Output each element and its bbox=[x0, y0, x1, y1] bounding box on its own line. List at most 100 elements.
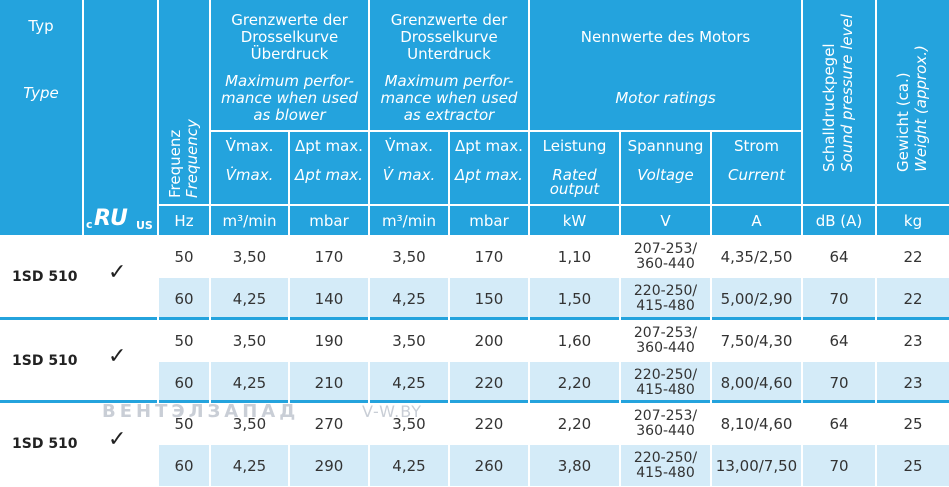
blower-en-2: mance when used bbox=[221, 89, 358, 107]
table-cell: 70 bbox=[829, 373, 849, 392]
weight-en: Weight (approx.) bbox=[912, 45, 930, 172]
header-frequency: Frequenz Frequency bbox=[159, 0, 209, 204]
table-cell: 70 bbox=[829, 456, 849, 475]
table-cell: 50 bbox=[174, 247, 194, 266]
sound-de: Schalldruckpegel bbox=[820, 43, 838, 172]
row-band bbox=[159, 236, 949, 277]
dpt2-it-label: Δpt max. bbox=[455, 166, 523, 184]
weight-de: Gewicht (ca.) bbox=[894, 72, 912, 172]
voltage-cell: 207-253/360-440 bbox=[621, 320, 710, 361]
check-icon: ✓ bbox=[108, 427, 127, 452]
blower-de-1: Grenzwerte der bbox=[231, 11, 348, 29]
header-weight: Gewicht (ca.) Weight (approx.) bbox=[877, 0, 949, 204]
table-cell: 4,25 bbox=[392, 456, 426, 475]
blower-de-3: Überdruck bbox=[250, 45, 329, 63]
table-cell: 3,50 bbox=[392, 331, 426, 350]
table-cell: 7,50/4,30 bbox=[720, 331, 793, 350]
sub-dpt-extractor: Δpt max. Δpt max. bbox=[450, 132, 528, 204]
table-cell: 4,25 bbox=[232, 456, 267, 475]
column-divider bbox=[209, 236, 211, 487]
table-cell: 270 bbox=[314, 414, 344, 433]
voltage-line-1: 220-250/ bbox=[633, 282, 698, 299]
unit-cell: Hz bbox=[159, 206, 209, 235]
row-type-label: 1SD 510 bbox=[12, 353, 78, 369]
row-type-label: 1SD 510 bbox=[12, 269, 78, 285]
table-cell: 1,60 bbox=[557, 331, 592, 350]
sub-dpt-blower: Δpt max. Δpt max. bbox=[290, 132, 368, 204]
row-band bbox=[159, 362, 949, 403]
row-band bbox=[159, 445, 949, 486]
vmax2-it-label: V̇ max. bbox=[382, 166, 436, 184]
unit-cell: kg bbox=[877, 206, 949, 235]
table-cell: 220 bbox=[474, 414, 504, 433]
table-cell: 3,50 bbox=[232, 247, 267, 266]
voltage-label: Voltage bbox=[637, 166, 694, 184]
sub-leistung: Leistung Rated output bbox=[530, 132, 619, 204]
unit-cell: A bbox=[712, 206, 801, 235]
motor-de: Nennwerte des Motors bbox=[580, 28, 751, 46]
extractor-en-2: mance when used bbox=[380, 89, 518, 107]
watermark-site: V-W.BY bbox=[362, 402, 423, 421]
table-cell: 60 bbox=[174, 373, 194, 392]
table-cell: 170 bbox=[474, 247, 504, 266]
voltage-line-1: 220-250/ bbox=[633, 366, 698, 383]
table-cell: 1,10 bbox=[557, 247, 592, 266]
unit-cell: m³/min bbox=[370, 206, 448, 235]
current-label: Current bbox=[728, 166, 785, 184]
check-icon: ✓ bbox=[108, 344, 127, 369]
extractor-de-2: Drosselkurve bbox=[400, 28, 498, 46]
voltage-line-1: 207-253/ bbox=[633, 407, 698, 424]
extractor-en-1: Maximum perfor- bbox=[384, 72, 514, 90]
voltage-line-1: 220-250/ bbox=[633, 449, 698, 466]
table-cell: 190 bbox=[314, 331, 344, 350]
extractor-en-3: as extractor bbox=[403, 106, 495, 124]
table-cell: 25 bbox=[903, 414, 923, 433]
table-cell: 60 bbox=[174, 289, 194, 308]
table-cell: 150 bbox=[474, 289, 504, 308]
header-blower: Grenzwerte der Drosselkurve Überdruck Ma… bbox=[211, 0, 368, 130]
table-cell: 64 bbox=[829, 247, 849, 266]
column-divider bbox=[528, 236, 530, 487]
cert-c: c bbox=[86, 218, 93, 231]
typ-label: Typ bbox=[28, 17, 54, 35]
table-cell: 220 bbox=[474, 373, 504, 392]
table-cell: 50 bbox=[174, 414, 194, 433]
table-cell: 5,00/2,90 bbox=[720, 289, 793, 308]
unit-cell: dB (A) bbox=[803, 206, 875, 235]
header-sound: Schalldruckpegel Sound pressure level bbox=[803, 0, 875, 204]
table-cell: 4,35/2,50 bbox=[720, 247, 793, 266]
voltage-line-1: 207-253/ bbox=[633, 240, 698, 257]
vmax-label: V̇max. bbox=[225, 137, 274, 155]
table-cell: 3,50 bbox=[392, 414, 426, 433]
header-typ: Typ Type bbox=[0, 0, 82, 235]
group-separator bbox=[0, 400, 949, 403]
table-cell: 4,25 bbox=[232, 289, 267, 308]
table-cell: 8,10/4,60 bbox=[720, 414, 793, 433]
column-divider bbox=[368, 236, 370, 487]
vmax-it-label: V̇max. bbox=[225, 166, 274, 184]
voltage-cell: 220-250/415-480 bbox=[621, 362, 710, 403]
rated-l1: Rated bbox=[552, 166, 597, 184]
row-band bbox=[159, 403, 949, 444]
unit-cell: mbar bbox=[290, 206, 368, 235]
table-cell: 1,50 bbox=[557, 289, 592, 308]
watermark-brand: ВЕНТЭЛЗАПАД bbox=[102, 401, 300, 422]
unit-cell: m³/min bbox=[211, 206, 288, 235]
extractor-de-3: Unterdruck bbox=[407, 45, 491, 63]
dpt-label: Δpt max. bbox=[295, 137, 363, 155]
column-divider bbox=[288, 236, 290, 487]
table-cell: 13,00/7,50 bbox=[715, 456, 798, 475]
leistung-label: Leistung bbox=[542, 137, 607, 155]
voltage-cell: 207-253/360-440 bbox=[621, 236, 710, 277]
table-cell: 70 bbox=[829, 289, 849, 308]
voltage-cell: 207-253/360-440 bbox=[621, 403, 710, 444]
table-cell: 3,50 bbox=[392, 247, 426, 266]
table-cell: 25 bbox=[903, 456, 923, 475]
cert-us: US bbox=[136, 219, 153, 232]
row-band bbox=[159, 278, 949, 319]
dpt2-label: Δpt max. bbox=[455, 137, 523, 155]
table-cell: 22 bbox=[903, 289, 923, 308]
sub-spannung: Spannung Voltage bbox=[621, 132, 710, 204]
table-cell: 140 bbox=[314, 289, 344, 308]
